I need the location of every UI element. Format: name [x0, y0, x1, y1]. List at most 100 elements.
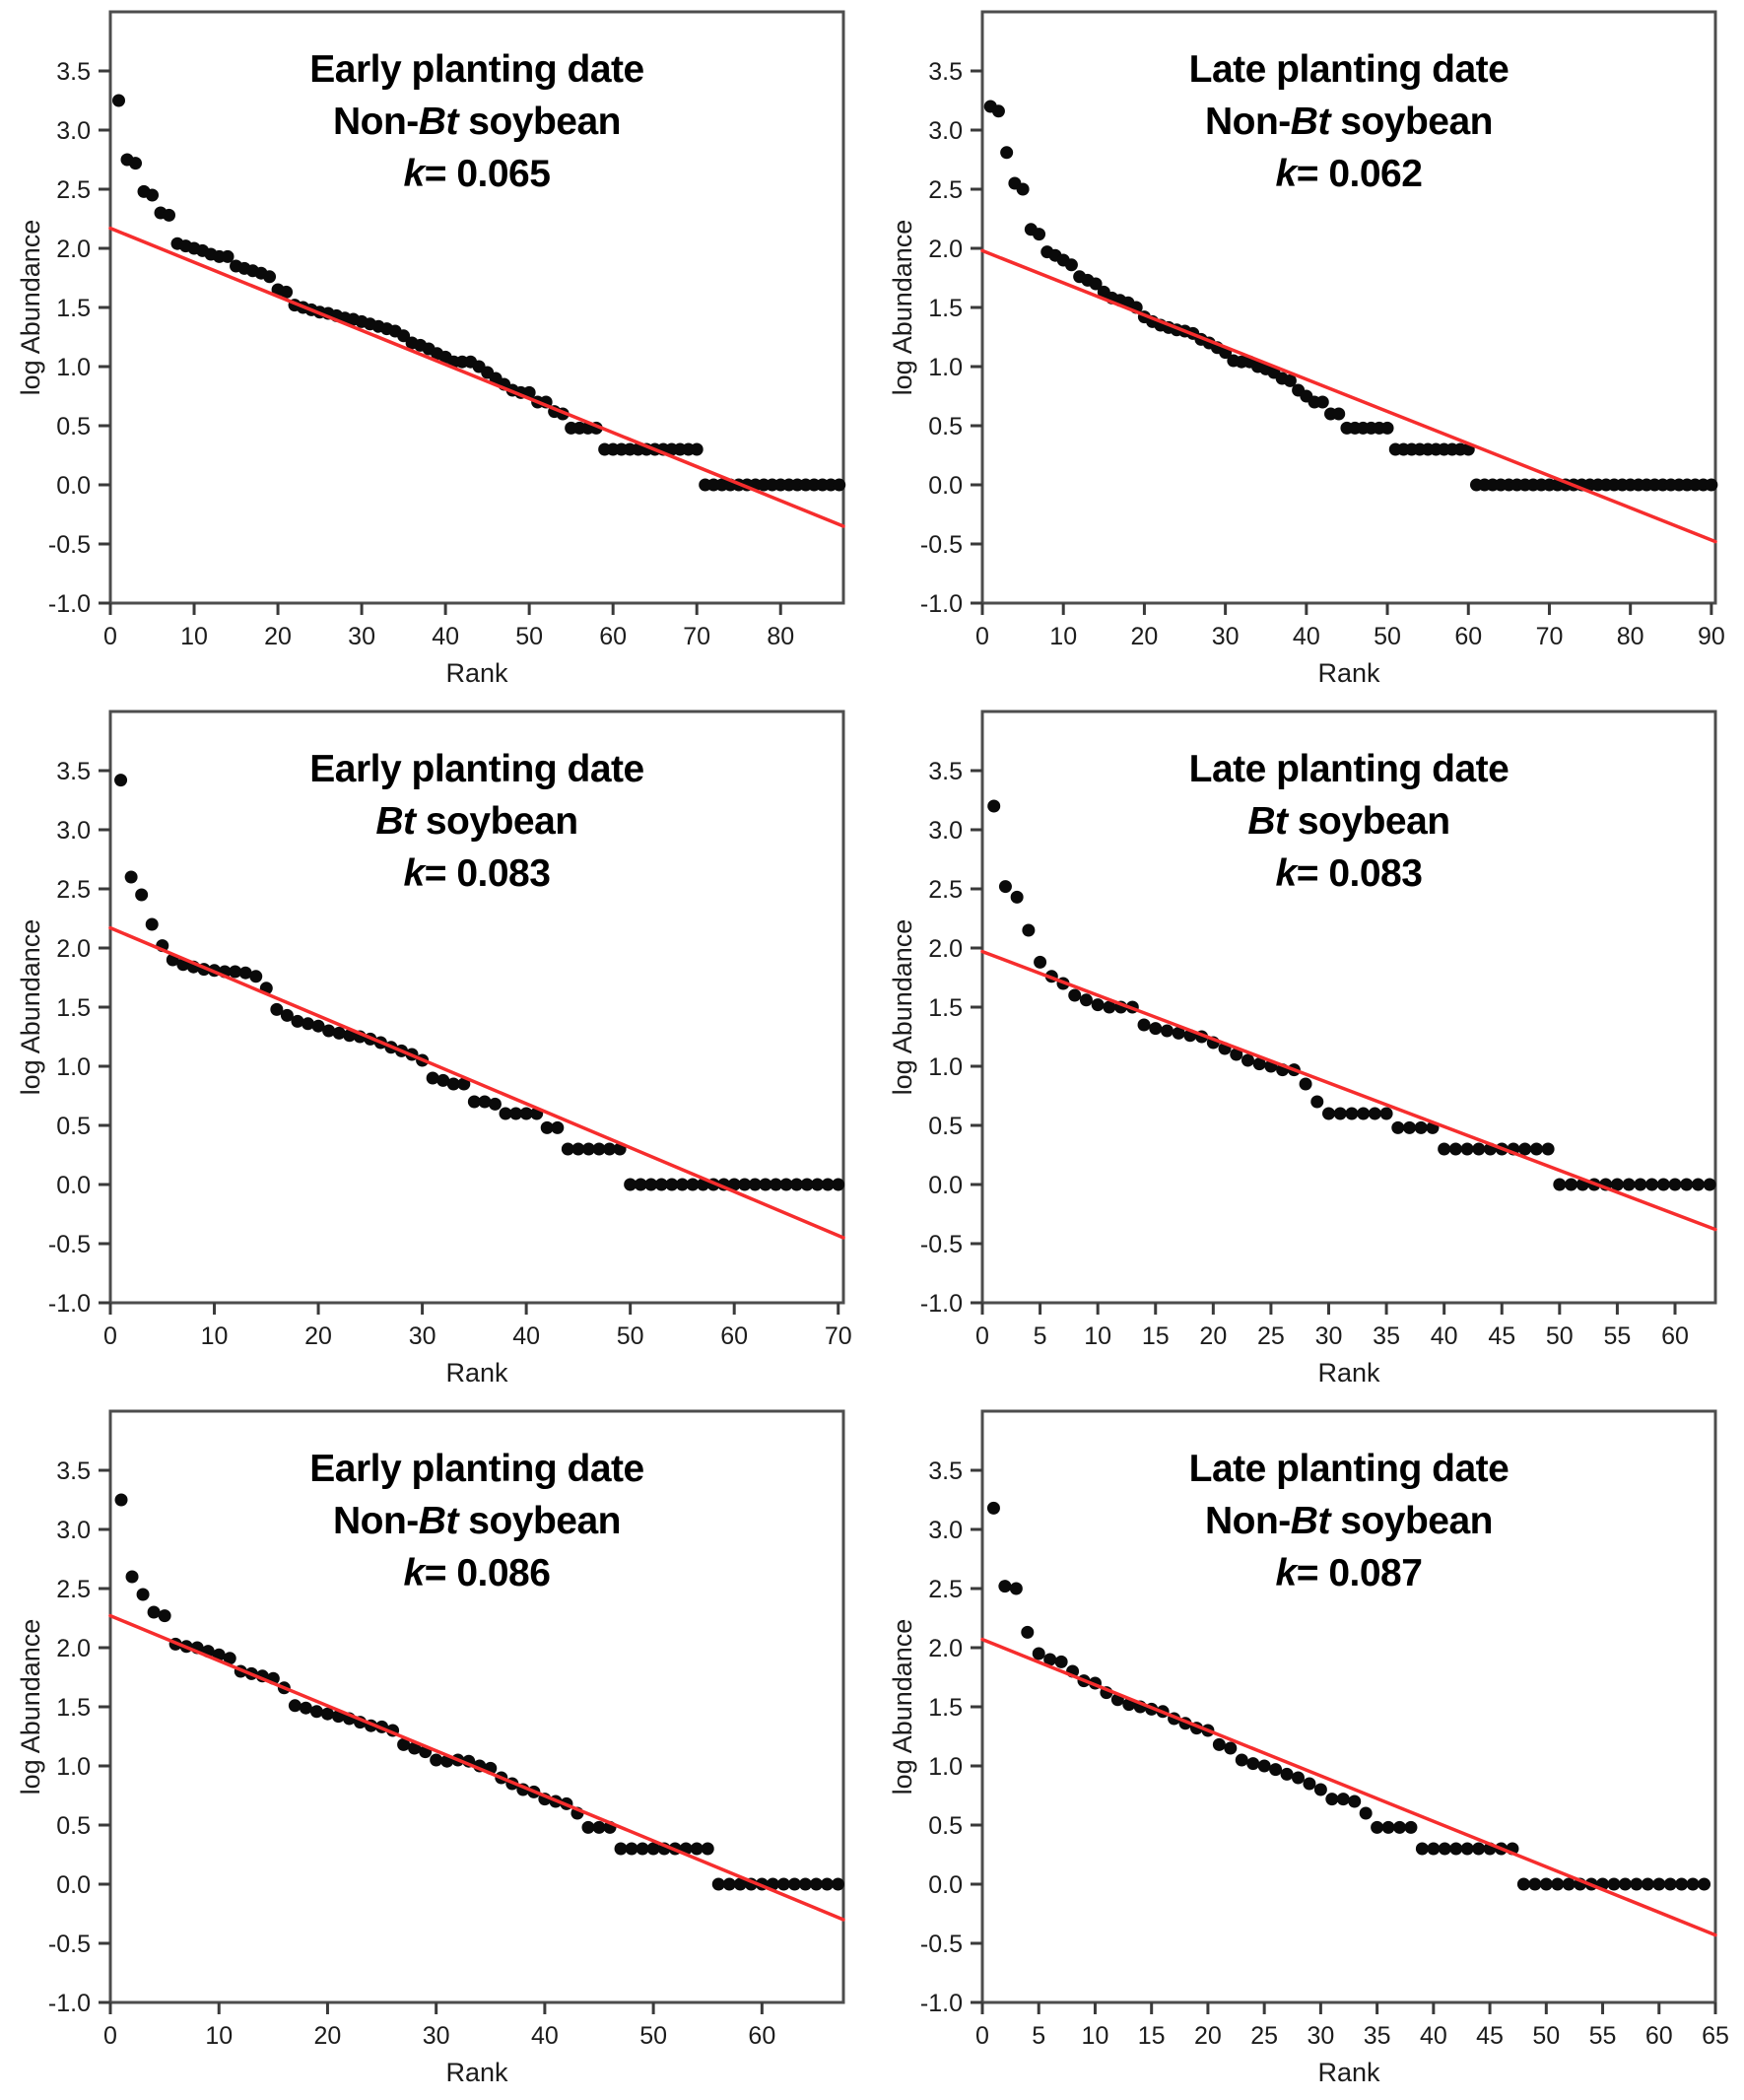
- data-point: [1291, 1771, 1305, 1785]
- x-tick-label: 45: [1488, 1322, 1515, 1350]
- data-point: [1172, 1026, 1185, 1040]
- data-point: [1415, 1842, 1429, 1856]
- data-point: [1359, 1806, 1373, 1820]
- title-line-variety: Bt soybean: [1247, 800, 1450, 843]
- y-tick-label: 2.5: [56, 1576, 91, 1603]
- data-point: [1325, 1793, 1339, 1806]
- x-tick-label: 70: [683, 623, 710, 650]
- x-axis-label: Rank: [1317, 1358, 1380, 1388]
- data-point: [145, 917, 159, 931]
- data-point: [1610, 1178, 1624, 1191]
- x-tick-label: 90: [1698, 623, 1725, 650]
- data-point: [291, 1014, 304, 1028]
- data-point: [1149, 1022, 1163, 1036]
- data-point: [1414, 1120, 1428, 1134]
- y-tick-label: 0.0: [56, 1172, 91, 1199]
- y-tick-label: 2.0: [56, 1635, 91, 1662]
- y-tick-label: -1.0: [920, 1290, 963, 1318]
- data-point: [1652, 1877, 1666, 1891]
- data-point: [821, 1178, 835, 1191]
- data-point: [592, 1142, 606, 1156]
- panel-title: Late planting date Non-Bt soybean k= 0.0…: [982, 43, 1715, 200]
- y-tick-label: 2.0: [56, 935, 91, 963]
- data-point: [1064, 258, 1078, 272]
- panel-late-bt: 3.5 3.0 2.5 2.0 1.5 1.0 0.5 0.0 -0.5 -1.0 0 5 10 15 20…: [872, 700, 1744, 1399]
- data-point: [1404, 1820, 1418, 1834]
- x-tick-label: 40: [512, 1322, 540, 1350]
- data-point: [1283, 373, 1297, 387]
- data-point: [320, 1707, 334, 1721]
- data-point: [1079, 993, 1093, 1007]
- fit-line: [108, 226, 845, 528]
- y-tick-label: 2.5: [56, 876, 91, 904]
- data-point: [1380, 421, 1394, 435]
- data-point: [499, 1107, 512, 1120]
- data-point: [1257, 1759, 1271, 1773]
- plot-area: 3.5 3.0 2.5 2.0 1.5 1.0 0.5 0.0 -0.5 -1.0 0 10 20 30 4…: [48, 10, 846, 650]
- data-point: [1332, 407, 1346, 421]
- y-tick-label: 3.5: [56, 1457, 91, 1485]
- y-tick-label: 3.0: [928, 1517, 963, 1544]
- data-point: [1230, 1048, 1243, 1061]
- title-line-k: k= 0.083: [1275, 852, 1423, 895]
- y-tick-label: 1.5: [928, 1694, 963, 1722]
- y-tick-label: 2.0: [56, 236, 91, 263]
- data-point: [1224, 1741, 1238, 1755]
- data-point: [311, 1019, 325, 1033]
- y-tick-label: 2.5: [928, 1576, 963, 1603]
- data-point: [551, 1120, 565, 1134]
- data-point: [322, 1024, 336, 1038]
- data-point: [1009, 1582, 1023, 1595]
- x-tick-label: 50: [515, 623, 543, 650]
- data-point: [1438, 1842, 1451, 1856]
- x-tick-label: 30: [423, 2022, 450, 2050]
- data-point: [1472, 1142, 1486, 1156]
- title-line-variety: Non-Bt soybean: [332, 101, 622, 143]
- data-point: [1034, 955, 1047, 969]
- y-tick-label: 1.0: [56, 1053, 91, 1081]
- data-point: [1280, 1767, 1294, 1781]
- x-tick-label: 10: [1084, 1322, 1111, 1350]
- data-point: [722, 1877, 736, 1891]
- data-point: [1000, 146, 1014, 160]
- data-point: [1565, 1178, 1578, 1191]
- fit-line: [108, 925, 845, 1240]
- y-tick-label: 2.0: [928, 935, 963, 963]
- data-point: [1703, 1178, 1716, 1191]
- data-point: [1021, 1625, 1035, 1639]
- data-point: [1618, 1877, 1632, 1891]
- x-tick-label: 40: [1431, 1322, 1458, 1350]
- plot-area: 3.5 3.0 2.5 2.0 1.5 1.0 0.5 0.0 -0.5 -1.0 0 10 20 30 4…: [48, 1409, 845, 2050]
- data-point: [1241, 1053, 1254, 1067]
- x-tick-label: 35: [1373, 1322, 1400, 1350]
- fit-line: [980, 1637, 1717, 1937]
- x-tick-label: 60: [720, 1322, 748, 1350]
- data-point: [221, 249, 235, 263]
- panel-title: Late planting date Non-Bt soybean k= 0.0…: [982, 1443, 1715, 1599]
- data-point: [1310, 1095, 1324, 1109]
- y-axis-label: log Abundance: [888, 918, 917, 1096]
- data-point: [1528, 1877, 1542, 1891]
- data-point: [229, 965, 242, 979]
- data-point: [146, 188, 160, 202]
- x-tick-label: 65: [1702, 2022, 1729, 2050]
- y-tick-label: -1.0: [48, 1990, 91, 2017]
- data-point: [1705, 478, 1718, 492]
- data-point: [488, 1097, 502, 1111]
- data-point: [711, 1877, 725, 1891]
- data-point: [1345, 1107, 1359, 1120]
- data-point: [1303, 1777, 1316, 1791]
- data-point: [1103, 1000, 1116, 1014]
- x-tick-label: 70: [825, 1322, 852, 1350]
- data-point: [114, 1493, 128, 1507]
- y-tick-label: 0.5: [928, 413, 963, 440]
- data-point: [332, 1026, 346, 1040]
- data-point: [614, 1842, 628, 1856]
- data-point: [1668, 1178, 1682, 1191]
- data-point: [733, 1877, 747, 1891]
- data-point: [833, 478, 846, 492]
- data-point: [769, 1178, 782, 1191]
- x-tick-label: 10: [1049, 623, 1077, 650]
- x-tick-label: 50: [1374, 623, 1401, 650]
- data-point: [1541, 1142, 1555, 1156]
